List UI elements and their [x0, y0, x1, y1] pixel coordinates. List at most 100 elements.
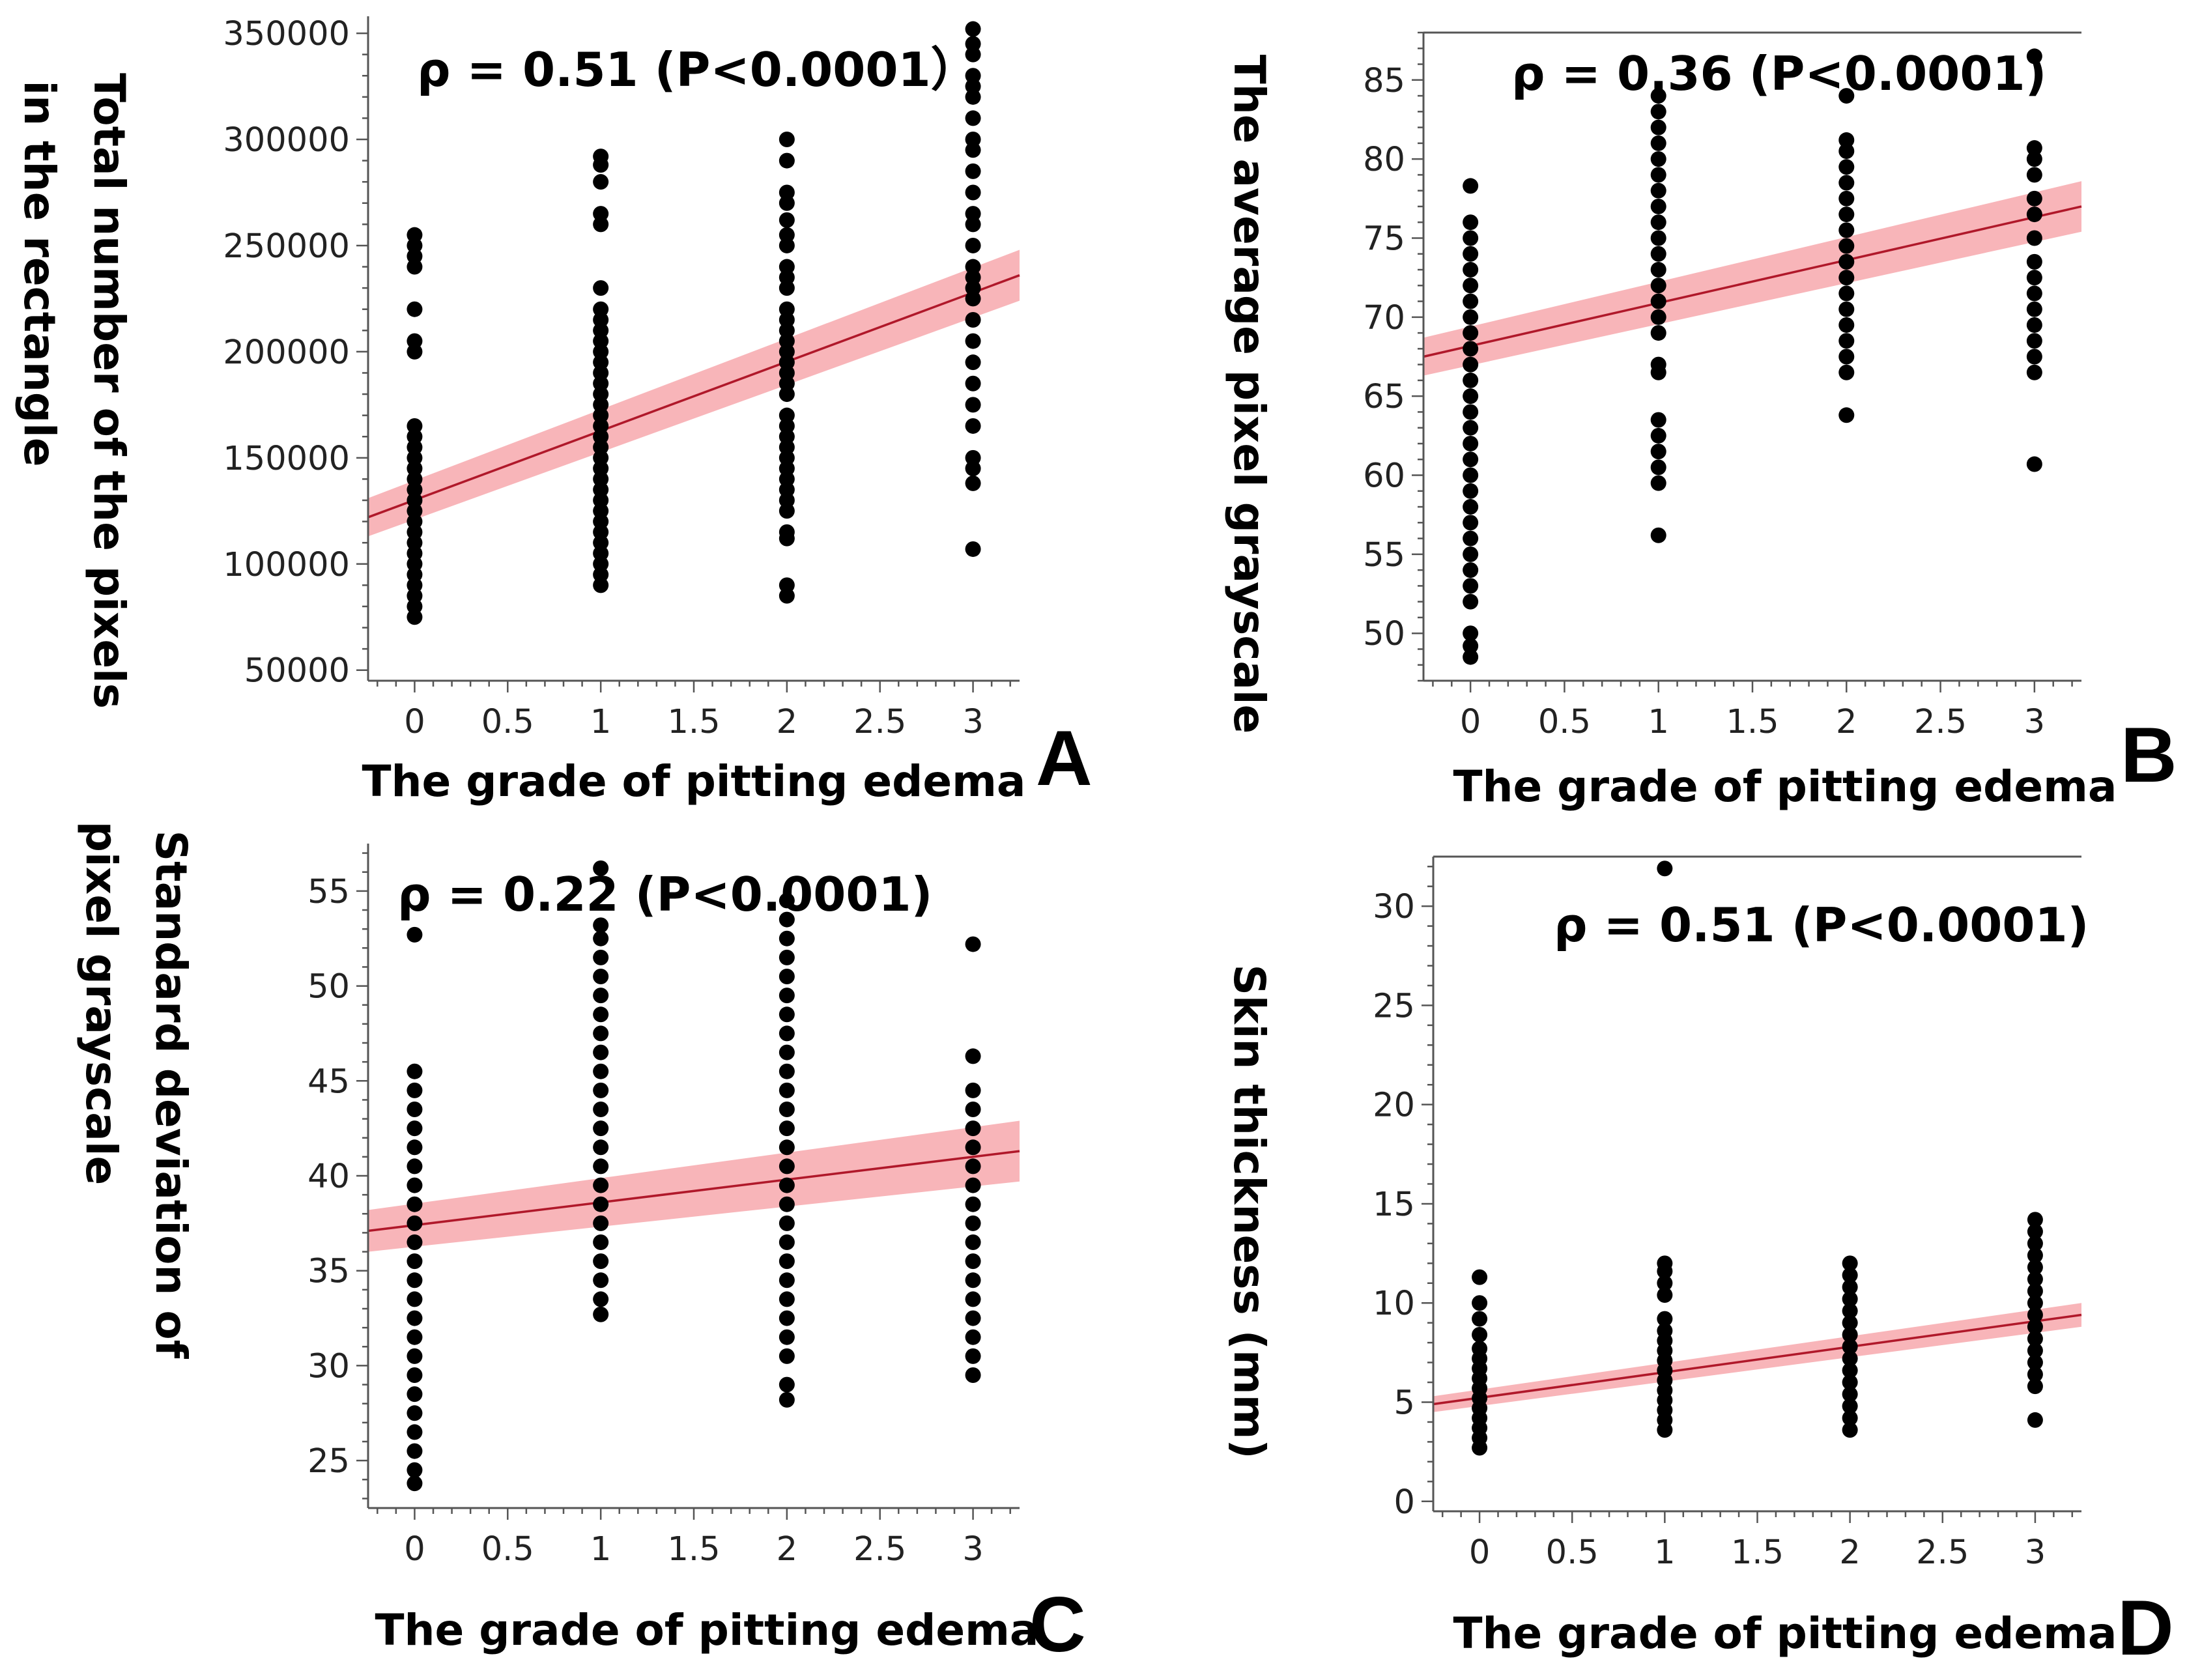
data-point-a [965, 110, 981, 126]
data-point-c [779, 1025, 795, 1042]
data-point-c [407, 1443, 423, 1459]
data-point-a [965, 449, 981, 466]
correlation-annotation-a: ρ = 0.51 (P<0.0001） [417, 42, 978, 97]
x-tick-label-d: 1.5 [1731, 1533, 1784, 1572]
data-point-b [2026, 151, 2042, 167]
y-tick-label-d: 10 [1373, 1285, 1415, 1323]
data-point-c [779, 1044, 795, 1061]
data-point-c [779, 911, 795, 928]
data-point-a [965, 375, 981, 392]
data-point-b [1650, 104, 1666, 120]
data-point-b [2026, 349, 2042, 365]
data-point-b [1650, 167, 1666, 183]
x-tick-label-c: 2 [777, 1530, 797, 1569]
y-axis-title-c-line2: pixel grayscale [76, 821, 126, 1185]
data-point-c [779, 1234, 795, 1250]
data-point-c [407, 1120, 423, 1137]
y-axis-title-a-line2: in the rectangle [14, 80, 64, 466]
data-point-b [1838, 190, 1855, 206]
data-point-c [407, 1272, 423, 1288]
data-point-c [779, 1215, 795, 1231]
data-point-a [965, 68, 981, 84]
data-point-b [1838, 159, 1855, 175]
data-point-a [779, 259, 795, 275]
data-point-c [965, 1272, 981, 1288]
data-point-c [779, 1006, 795, 1023]
data-point-d [2027, 1412, 2043, 1428]
data-point-b [1838, 333, 1855, 349]
x-tick-label-b: 1 [1648, 703, 1668, 741]
data-point-b [1838, 317, 1855, 333]
data-point-c [407, 1196, 423, 1212]
x-tick-label-b: 0.5 [1538, 703, 1591, 741]
data-point-b [1463, 356, 1479, 373]
data-point-a [965, 21, 981, 37]
data-point-d [2027, 1378, 2043, 1395]
data-point-b [1838, 88, 1855, 104]
y-tick-label-b: 60 [1363, 457, 1405, 496]
data-point-b [1650, 427, 1666, 444]
data-point-c [593, 1291, 609, 1307]
data-points-b [1463, 48, 2042, 665]
data-point-a [407, 301, 423, 317]
data-point-c [407, 1139, 423, 1156]
y-tick-label-c: 45 [307, 1062, 350, 1101]
data-point-c [593, 1253, 609, 1270]
data-point-a [779, 301, 795, 317]
data-point-a [779, 407, 795, 423]
data-point-a [965, 36, 981, 52]
y-tick-label-b: 75 [1363, 220, 1405, 258]
data-point-c [593, 969, 609, 984]
data-point-b [1650, 135, 1666, 151]
data-point-a [965, 312, 981, 328]
data-point-b [1463, 578, 1479, 594]
data-point-c [593, 1044, 609, 1061]
data-point-b [1463, 278, 1479, 294]
x-tick-label-d: 0.5 [1546, 1533, 1599, 1572]
data-point-d [2027, 1235, 2043, 1251]
data-point-c [593, 1102, 609, 1117]
data-point-b [1650, 119, 1666, 135]
x-tick-label-b: 3 [2024, 703, 2045, 741]
data-point-c [965, 1348, 981, 1364]
axes-a: 0 0.5 1 1.5 2 2.5 3500001000001500002000002500… [223, 15, 1020, 741]
confidence-band-b [1423, 181, 2081, 376]
data-point-b [1650, 444, 1666, 460]
data-point-b [1463, 372, 1479, 388]
data-point-b [1463, 649, 1479, 665]
x-tick-label-a: 1 [590, 703, 611, 741]
data-point-b [1838, 238, 1855, 254]
confidence-band-shape-a [368, 249, 1020, 537]
data-point-a [593, 206, 609, 222]
data-point-c [779, 1139, 795, 1156]
data-point-a [407, 333, 423, 349]
data-point-b [1650, 293, 1666, 309]
data-point-b [2026, 167, 2042, 183]
data-point-a [965, 163, 981, 179]
data-point-d [2027, 1366, 2043, 1382]
data-point-c [779, 1329, 795, 1345]
data-point-c [965, 1367, 981, 1383]
data-point-c [779, 1120, 795, 1137]
data-point-d [1842, 1398, 1858, 1414]
data-point-a [779, 152, 795, 169]
data-point-b [2026, 48, 2042, 64]
data-point-a [593, 301, 609, 317]
data-point-b [1463, 325, 1479, 341]
data-point-a [965, 132, 981, 148]
fit-line-shape-d [1433, 1313, 2082, 1406]
data-point-b [1838, 132, 1855, 149]
data-point-d [1842, 1315, 1858, 1331]
data-point-b [1650, 356, 1666, 373]
data-point-b [1650, 88, 1666, 104]
data-point-b [1650, 214, 1666, 231]
data-point-c [965, 1177, 981, 1193]
y-tick-label-b: 55 [1363, 536, 1405, 575]
x-tick-label-d: 1 [1654, 1533, 1675, 1572]
data-point-c [779, 1310, 795, 1326]
x-tick-label-c: 0 [404, 1530, 425, 1569]
data-point-c [965, 1196, 981, 1212]
data-point-d [2027, 1271, 2043, 1287]
data-point-b [1650, 475, 1666, 491]
data-point-d [2027, 1283, 2043, 1299]
